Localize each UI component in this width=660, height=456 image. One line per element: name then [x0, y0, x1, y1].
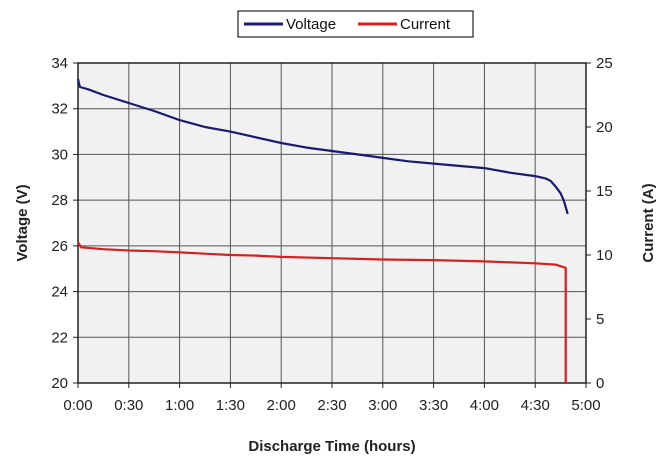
left-tick-label: 34 [51, 55, 68, 72]
right-tick-label: 5 [596, 311, 604, 328]
series-line-voltage [76, 78, 569, 215]
legend-label-current: Current [400, 16, 451, 33]
x-tick-label: 2:00 [267, 397, 296, 414]
left-tick-label: 32 [51, 101, 68, 118]
x-tick-label: 1:30 [216, 397, 245, 414]
x-tick-label: 1:00 [165, 397, 194, 414]
legend-label-voltage: Voltage [286, 16, 336, 33]
x-tick-label: 0:00 [63, 397, 92, 414]
series-line-current [77, 241, 567, 383]
x-tick-label: 3:30 [419, 397, 448, 414]
right-tick-label: 20 [596, 119, 613, 136]
left-tick-label: 24 [51, 284, 68, 301]
left-axis-title: Voltage (V) [14, 184, 31, 261]
left-tick-label: 30 [51, 146, 68, 163]
x-tick-label: 0:30 [114, 397, 143, 414]
left-tick-label: 28 [51, 192, 68, 209]
series-lines [76, 78, 569, 383]
x-tick-label: 4:30 [521, 397, 550, 414]
x-axis-title: Discharge Time (hours) [248, 438, 415, 455]
left-tick-label: 20 [51, 375, 68, 392]
x-tick-label: 2:30 [317, 397, 346, 414]
right-tick-label: 0 [596, 375, 604, 392]
left-tick-label: 26 [51, 238, 68, 255]
right-tick-label: 25 [596, 55, 613, 72]
x-tick-label: 4:00 [470, 397, 499, 414]
ticks: 0:00 0:30 1:00 1:30 2:00 2:30 3:00 3:30 4:00 4:30… [51, 55, 612, 414]
right-axis-title: Current (A) [640, 183, 657, 262]
legend: Voltage Current [237, 10, 474, 38]
x-tick-label: 3:00 [368, 397, 397, 414]
right-tick-label: 15 [596, 183, 613, 200]
left-tick-label: 22 [51, 329, 68, 346]
x-tick-label: 5:00 [571, 397, 600, 414]
right-tick-label: 10 [596, 247, 613, 264]
